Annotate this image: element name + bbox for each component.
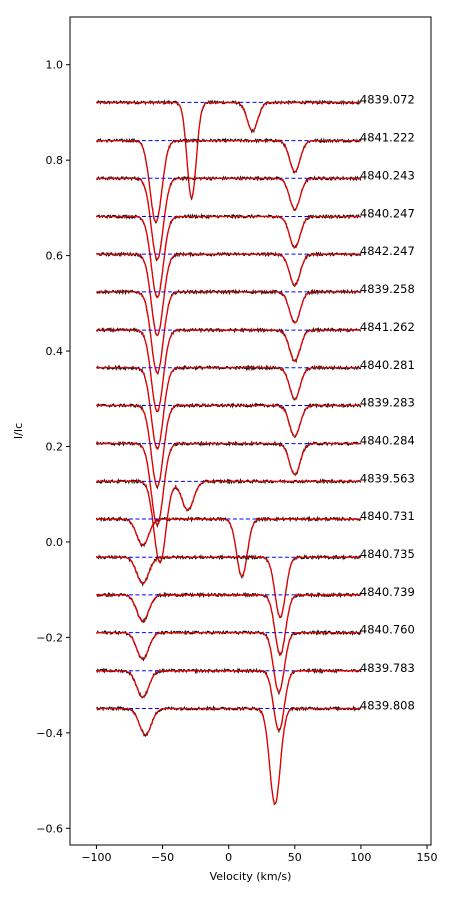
epoch-label: 4842.247 [360,244,415,258]
model-profile [96,215,361,299]
y-tick-label: 0.2 [46,441,64,454]
epoch-label: 4841.222 [360,131,415,145]
epoch-label: 4840.284 [360,434,415,448]
epoch-label: 4840.731 [360,509,415,523]
model-profile [96,556,361,618]
spectrum-4840.247: 4840.247 [95,206,415,299]
model-profile [96,707,361,805]
epoch-label: 4840.760 [360,623,415,637]
spectrum-4840.243: 4840.243 [96,168,415,262]
spectrum-4839.258: 4839.258 [96,282,415,376]
y-tick-label: 0.0 [46,536,64,549]
spectrum-4840.284: 4840.284 [95,434,415,529]
spectrum-4839.072: 4839.072 [95,92,415,201]
spectrum-4840.760: 4840.760 [96,623,415,696]
model-profile [96,518,361,578]
x-tick-label: 0 [225,851,232,864]
y-axis-label: I/Ic [12,423,25,439]
model-profile [96,594,361,656]
spectrum-4840.281: 4840.281 [95,358,415,450]
epoch-label: 4841.262 [360,320,415,334]
spectrum-4839.808: 4839.808 [96,699,415,806]
y-tick-label: −0.2 [36,631,63,644]
model-profile [96,101,361,200]
y-tick-label: −0.4 [36,727,63,740]
spectrum-4840.731: 4840.731 [95,509,415,579]
x-tick-label: 150 [417,851,438,864]
spectrum-4842.247: 4842.247 [96,244,415,337]
spectrum-4841.262: 4841.262 [95,320,415,413]
epoch-label: 4839.563 [360,471,415,485]
x-tick-label: −50 [151,851,174,864]
x-tick-label: 50 [288,851,302,864]
model-profile [96,631,361,694]
model-profile [96,329,361,412]
spectrum-4839.783: 4839.783 [95,661,415,734]
epoch-label: 4839.258 [360,282,415,296]
model-profile [96,139,361,223]
plot-area: 4839.072 4841.222 4840.243 4840.247 4842.247… [95,92,415,806]
observed-profile [95,213,362,298]
x-tick-label: 100 [350,851,371,864]
x-tick-label: −100 [81,851,111,864]
model-profile [96,443,361,526]
spectrum-4839.563: 4839.563 [95,471,415,564]
spectrum-4840.735: 4840.735 [95,547,415,619]
model-profile [96,291,361,374]
epoch-label: 4839.072 [360,92,415,106]
epoch-label: 4839.283 [360,395,415,409]
spectrum-4840.739: 4840.739 [96,585,415,657]
y-tick-label: 0.8 [46,154,64,167]
y-tick-label: −0.6 [36,822,63,835]
axes: −100 −50 0 50 100 150 −0.6 −0.4 −0.2 0.0 0.2 0.4 0.6… [36,16,438,864]
spectrum-4841.222: 4841.222 [96,131,415,225]
epoch-label: 4839.783 [360,661,415,675]
epoch-label: 4840.739 [360,585,415,599]
model-profile [96,670,361,732]
epoch-label: 4840.243 [360,168,415,182]
model-profile [96,253,361,337]
epoch-label: 4840.735 [360,547,415,561]
spectrum-4839.283: 4839.283 [96,395,415,490]
y-tick-label: 1.0 [46,59,64,72]
model-profile [96,404,361,488]
epoch-label: 4839.808 [360,699,415,713]
x-axis-label: Velocity (km/s) [210,870,292,883]
model-profile [96,177,361,261]
epoch-label: 4840.247 [360,206,415,220]
axes-frame [69,16,432,846]
model-profile [96,367,361,450]
y-tick-label: 0.4 [46,345,64,358]
y-tick-label: 0.6 [46,250,64,263]
model-profile [96,480,361,564]
epoch-label: 4840.281 [360,358,415,372]
